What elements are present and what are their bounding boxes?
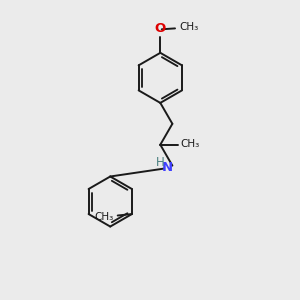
Text: CH₃: CH₃	[181, 139, 200, 148]
Text: CH₃: CH₃	[94, 212, 113, 222]
Text: H: H	[156, 156, 164, 169]
Text: O: O	[155, 22, 166, 34]
Text: N: N	[161, 160, 172, 174]
Text: CH₃: CH₃	[179, 22, 199, 32]
